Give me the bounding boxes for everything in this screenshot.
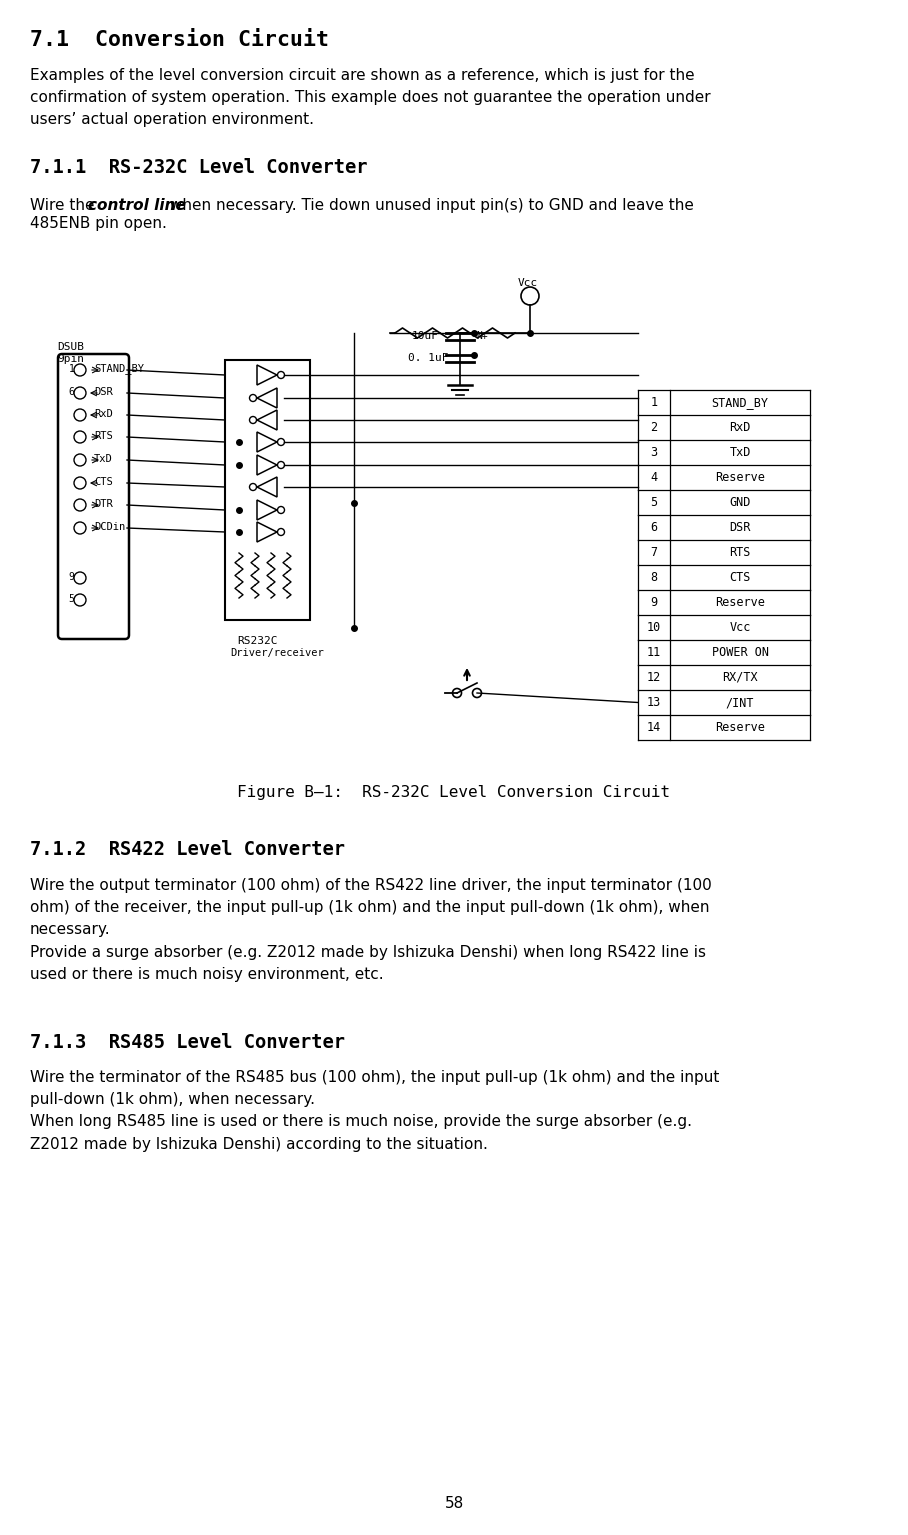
- Text: Examples of the level conversion circuit are shown as a reference, which is just: Examples of the level conversion circuit…: [30, 68, 711, 127]
- Text: GND: GND: [729, 496, 751, 510]
- Text: 1: 1: [69, 364, 75, 375]
- Text: RX/TX: RX/TX: [722, 671, 758, 685]
- Text: 0. 1uF: 0. 1uF: [408, 353, 449, 362]
- Text: control line: control line: [88, 198, 186, 213]
- Text: 7.1.1  RS-232C Level Converter: 7.1.1 RS-232C Level Converter: [30, 158, 368, 177]
- Text: 2: 2: [650, 421, 657, 434]
- Bar: [225, 361, 310, 620]
- Text: 12: 12: [646, 671, 661, 685]
- Text: STAND_BY: STAND_BY: [94, 364, 144, 375]
- Text: RTS: RTS: [94, 431, 113, 441]
- Text: DSUB: DSUB: [57, 342, 84, 352]
- Text: RS232C: RS232C: [237, 635, 278, 646]
- Text: CTS: CTS: [729, 571, 751, 583]
- Text: Figure B–1:  RS-232C Level Conversion Circuit: Figure B–1: RS-232C Level Conversion Cir…: [237, 784, 671, 800]
- Text: DSR: DSR: [94, 387, 113, 398]
- Text: 10: 10: [646, 622, 661, 634]
- Text: TxD: TxD: [94, 454, 113, 464]
- Text: 7: 7: [650, 546, 657, 559]
- Text: 7.1  Conversion Circuit: 7.1 Conversion Circuit: [30, 31, 329, 51]
- Text: DCDin: DCDin: [94, 522, 125, 533]
- Text: 8: 8: [650, 571, 657, 583]
- Text: 9: 9: [650, 596, 657, 609]
- Text: RxD: RxD: [94, 408, 113, 419]
- Text: CTS: CTS: [94, 477, 113, 487]
- Text: DTR: DTR: [94, 499, 113, 510]
- Text: 14: 14: [646, 721, 661, 734]
- Text: 10uF: 10uF: [412, 332, 439, 341]
- Text: Vcc: Vcc: [518, 278, 538, 289]
- Text: Vcc: Vcc: [729, 622, 751, 634]
- Text: Driver/receiver: Driver/receiver: [230, 648, 324, 659]
- Text: TxD: TxD: [729, 447, 751, 459]
- Text: /INT: /INT: [725, 695, 755, 709]
- Text: Reserve: Reserve: [716, 471, 765, 484]
- Text: 11: 11: [646, 646, 661, 659]
- Text: Wire the output terminator (100 ohm) of the RS422 line driver, the input termina: Wire the output terminator (100 ohm) of …: [30, 878, 712, 982]
- Text: 7.1.3  RS485 Level Converter: 7.1.3 RS485 Level Converter: [30, 1033, 345, 1051]
- Text: RTS: RTS: [729, 546, 751, 559]
- Text: 485ENB pin open.: 485ENB pin open.: [30, 216, 167, 230]
- Text: 4: 4: [650, 471, 657, 484]
- Text: 7.1.2  RS422 Level Converter: 7.1.2 RS422 Level Converter: [30, 840, 345, 860]
- Text: Wire the: Wire the: [30, 198, 99, 213]
- Text: Reserve: Reserve: [716, 596, 765, 609]
- Text: Wire the terminator of the RS485 bus (100 ohm), the input pull-up (1k ohm) and t: Wire the terminator of the RS485 bus (10…: [30, 1070, 719, 1151]
- Text: 9: 9: [68, 573, 74, 582]
- Text: Reserve: Reserve: [716, 721, 765, 734]
- Text: N+: N+: [476, 332, 488, 341]
- Text: POWER ON: POWER ON: [712, 646, 768, 659]
- Text: 3: 3: [650, 447, 657, 459]
- Text: DSR: DSR: [729, 520, 751, 534]
- Text: RxD: RxD: [729, 421, 751, 434]
- Text: 5: 5: [68, 594, 74, 603]
- Text: 1: 1: [650, 396, 657, 408]
- Text: 6: 6: [68, 387, 74, 398]
- Text: 5: 5: [650, 496, 657, 510]
- Text: STAND_BY: STAND_BY: [712, 396, 768, 408]
- Text: 13: 13: [646, 695, 661, 709]
- Text: 58: 58: [444, 1497, 464, 1510]
- Text: when necessary. Tie down unused input pin(s) to GND and leave the: when necessary. Tie down unused input pi…: [165, 198, 694, 213]
- Text: 9pin: 9pin: [57, 355, 84, 364]
- Text: 6: 6: [650, 520, 657, 534]
